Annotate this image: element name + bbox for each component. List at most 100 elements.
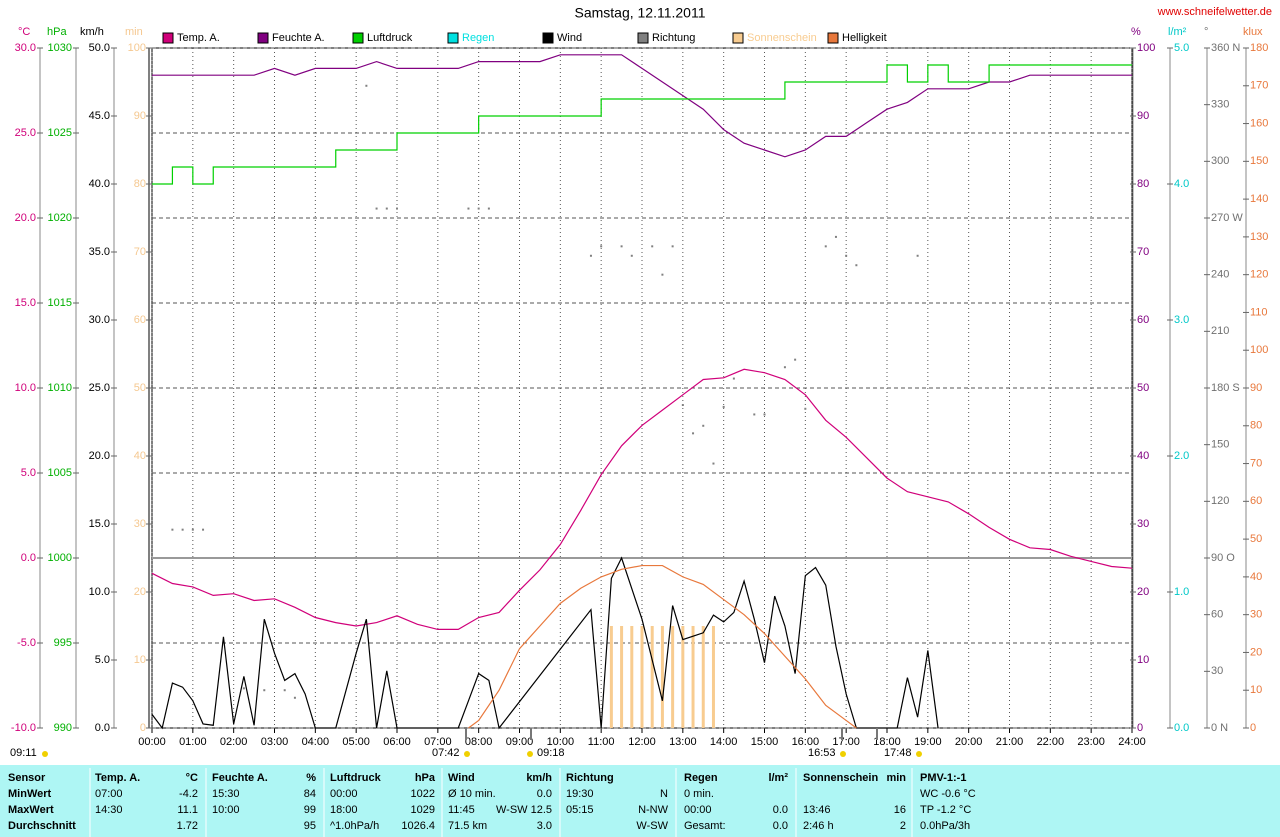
direction-dot <box>600 245 603 248</box>
cell-value: W-SW 12.5 <box>496 804 552 816</box>
series-line <box>152 54 1132 158</box>
direction-dot <box>783 366 786 369</box>
y-tick-label: 100 <box>128 42 146 54</box>
legend-label: Helligkeit <box>842 32 887 44</box>
y-tick-label: 20.0 <box>89 450 110 462</box>
y-tick-label: 160 <box>1250 117 1268 129</box>
direction-dot <box>702 424 705 427</box>
x-tick-label: 05:00 <box>342 736 370 748</box>
x-tick-label: 17:00 <box>832 736 860 748</box>
y-tick-label: 100 <box>1250 344 1268 356</box>
axis-unit-label: hPa <box>47 26 67 38</box>
y-tick-label: 60 <box>1137 314 1149 326</box>
cell-value: 84 <box>304 788 316 800</box>
cell-value: 11.1 <box>177 804 198 816</box>
y-tick-label: 90 <box>1137 110 1149 122</box>
cell-value: 1026.4 <box>401 820 435 832</box>
y-tick-label: 45.0 <box>89 110 110 122</box>
direction-dot <box>385 207 388 210</box>
direction-dot <box>293 696 296 699</box>
sun-time: 09:11 <box>10 747 37 759</box>
y-tick-label: 990 <box>54 722 72 734</box>
axis-unit-label: km/h <box>80 26 104 38</box>
y-tick-label: 15.0 <box>89 518 110 530</box>
y-tick-label: 70 <box>134 246 146 258</box>
direction-dot <box>804 407 807 410</box>
y-tick-label: 10 <box>1137 654 1149 666</box>
cell-value: 95 <box>304 820 316 832</box>
direction-dot <box>171 528 174 531</box>
cell-text: 0 min. <box>684 788 714 800</box>
y-tick-label: 1005 <box>48 467 72 479</box>
sun-time: 17:48 <box>884 747 912 759</box>
legend-swatch <box>447 32 459 44</box>
y-tick-label: 330 <box>1211 99 1229 111</box>
x-tick-label: 14:00 <box>710 736 738 748</box>
legend-swatch <box>162 32 174 44</box>
x-tick-label: 07:00 <box>424 736 452 748</box>
y-tick-label: -5.0 <box>17 637 36 649</box>
x-tick-label: 20:00 <box>955 736 983 748</box>
sun-time: 16:53 <box>808 747 836 759</box>
series-line <box>151 556 939 730</box>
sun-icon <box>464 751 470 757</box>
y-tick-label: 1000 <box>48 552 72 564</box>
y-tick-label: 0 N <box>1211 722 1228 734</box>
x-tick-label: 08:00 <box>465 736 493 748</box>
x-tick-label: 01:00 <box>179 736 207 748</box>
x-tick-label: 15:00 <box>751 736 779 748</box>
y-tick-label: 5.0 <box>21 467 36 479</box>
direction-dot <box>365 84 368 87</box>
y-tick-label: 80 <box>134 178 146 190</box>
y-tick-label: 180 S <box>1211 382 1240 394</box>
legend-label: Regen <box>462 32 494 44</box>
y-tick-label: 25.0 <box>15 127 36 139</box>
column-unit: hPa <box>415 772 436 784</box>
y-tick-label: 0.0 <box>95 722 110 734</box>
cell-text: 05:15 <box>566 804 594 816</box>
y-tick-label: 170 <box>1250 80 1268 92</box>
legend-swatch <box>542 32 554 44</box>
y-tick-label: 90 <box>1250 382 1262 394</box>
axis-unit-label: % <box>1131 26 1141 38</box>
legend-swatch <box>257 32 269 44</box>
y-tick-label: 90 O <box>1211 552 1235 564</box>
cell-text: 71.5 km <box>448 820 487 832</box>
series-line <box>468 564 857 729</box>
y-tick-label: 180 <box>1250 42 1268 54</box>
sunshine-bar <box>630 626 634 728</box>
legend-label: Richtung <box>652 32 695 44</box>
y-tick-label: 100 <box>1137 42 1155 54</box>
y-tick-label: 5.0 <box>95 654 110 666</box>
cell-value: 16 <box>894 804 906 816</box>
y-tick-label: 30 <box>1137 518 1149 530</box>
sun-icon <box>527 751 533 757</box>
column-title: Richtung <box>566 772 614 784</box>
y-tick-label: 90 <box>134 110 146 122</box>
cell-value: 99 <box>304 804 316 816</box>
column-title: Feuchte A. <box>212 772 268 784</box>
series-line <box>152 64 1132 185</box>
cell-value: 3.0 <box>537 820 552 832</box>
legend-swatch <box>637 32 649 44</box>
legend-swatch <box>732 32 744 44</box>
sunshine-bar <box>620 626 624 728</box>
y-tick-label: 0.0 <box>21 552 36 564</box>
series-line <box>151 368 1133 630</box>
chart-title: Samstag, 12.11.2011 <box>574 5 705 21</box>
direction-dot <box>242 687 245 690</box>
y-tick-label: 0 <box>140 722 146 734</box>
direction-dot <box>845 254 848 257</box>
cell-text: 13:46 <box>803 804 831 816</box>
y-tick-label: 1.0 <box>1174 586 1189 598</box>
row-label: Durchschnitt <box>8 820 76 832</box>
y-tick-label: 40 <box>1250 571 1262 583</box>
cell-value: W-SW <box>636 820 668 832</box>
cell-value: N-NW <box>638 804 669 816</box>
y-tick-label: 50 <box>134 382 146 394</box>
axis-unit-label: l/m² <box>1168 26 1187 38</box>
y-tick-label: 20 <box>134 586 146 598</box>
x-tick-label: 09:00 <box>506 736 534 748</box>
y-tick-label: 2.0 <box>1174 450 1189 462</box>
y-tick-label: 1030 <box>48 42 72 54</box>
